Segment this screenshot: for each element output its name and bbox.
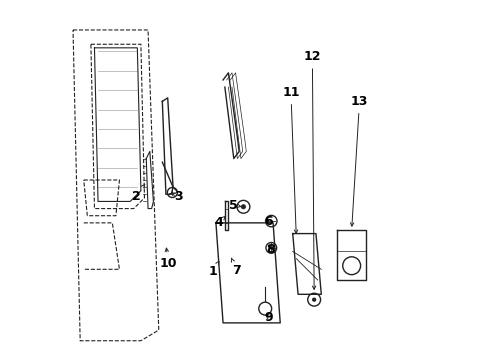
Text: 1: 1 [208,261,219,278]
Text: 12: 12 [303,50,321,289]
Text: 10: 10 [160,248,177,270]
Text: 3: 3 [171,190,183,203]
Text: 6: 6 [264,215,272,228]
Text: 2: 2 [132,184,144,203]
Text: 8: 8 [266,243,274,256]
Circle shape [311,297,316,302]
Text: 7: 7 [231,258,240,276]
Text: 9: 9 [264,311,272,324]
Text: 4: 4 [214,216,225,229]
Text: 5: 5 [229,198,241,212]
Text: 13: 13 [350,95,367,226]
Circle shape [241,204,245,209]
Text: 11: 11 [282,86,299,233]
